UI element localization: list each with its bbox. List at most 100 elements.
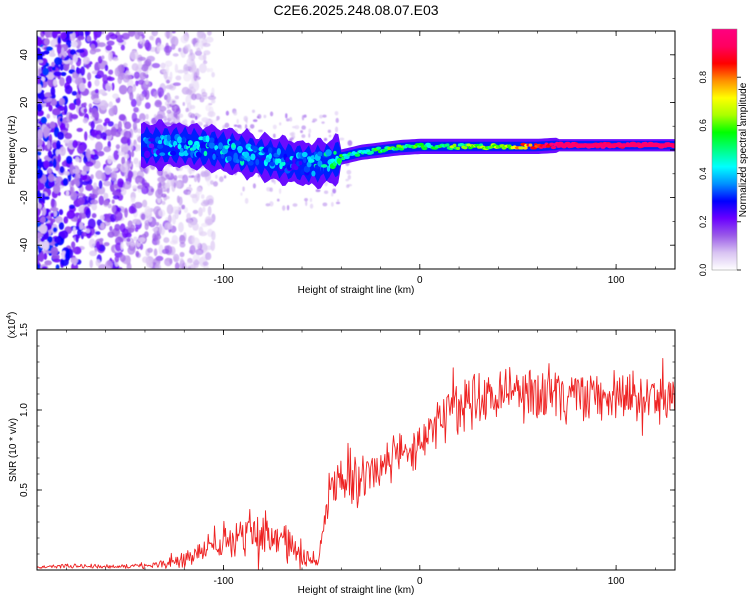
noise-cell bbox=[47, 167, 52, 174]
noise-cell bbox=[133, 201, 143, 209]
ridge-cell bbox=[417, 142, 425, 147]
noise-cell bbox=[72, 226, 76, 235]
noise-cell bbox=[125, 70, 131, 75]
noise-cell bbox=[59, 76, 65, 87]
noise-cell bbox=[161, 200, 166, 205]
noise-cell bbox=[182, 101, 186, 106]
noise-cell bbox=[58, 209, 64, 216]
spectrogram-x-axis-label: Height of straight line (km) bbox=[298, 285, 415, 296]
noise-cell bbox=[153, 248, 158, 257]
noise-cell bbox=[207, 110, 216, 118]
noise-cell bbox=[38, 158, 43, 169]
noise-cell bbox=[43, 240, 50, 251]
noise-cell bbox=[345, 178, 349, 182]
noise-cell bbox=[94, 89, 99, 94]
noise-cell bbox=[72, 54, 78, 63]
noise-cell bbox=[104, 64, 109, 72]
noise-cell bbox=[105, 34, 110, 41]
noise-cell bbox=[39, 224, 48, 234]
noise-cell bbox=[164, 31, 173, 39]
noise-cell bbox=[177, 69, 185, 74]
noise-cell bbox=[147, 247, 153, 253]
noise-cell bbox=[172, 53, 179, 57]
noise-cell bbox=[104, 165, 112, 175]
ridge-cell bbox=[212, 153, 216, 161]
ridge-cell bbox=[303, 157, 307, 164]
noise-cell bbox=[37, 168, 43, 179]
noise-cell bbox=[120, 163, 129, 173]
noise-cell bbox=[195, 248, 204, 256]
noise-cell bbox=[52, 157, 57, 169]
noise-cell bbox=[114, 223, 121, 232]
spectrogram-panel: -40 -20 0 20 40 -100 0 100 Height of straight … bbox=[7, 30, 676, 296]
ridge-cell bbox=[218, 142, 223, 150]
noise-cell bbox=[150, 188, 155, 193]
noise-cell bbox=[75, 31, 79, 37]
noise-cell bbox=[193, 259, 200, 269]
noise-cell bbox=[71, 241, 76, 249]
noise-cell bbox=[135, 163, 140, 168]
noise-cell bbox=[88, 238, 96, 249]
noise-cell bbox=[286, 118, 290, 122]
noise-cell bbox=[289, 137, 294, 141]
noise-cell bbox=[115, 144, 121, 150]
noise-cell bbox=[120, 142, 129, 153]
noise-cell bbox=[56, 140, 61, 150]
noise-cell bbox=[87, 218, 96, 229]
noise-cell bbox=[190, 193, 197, 199]
noise-cell bbox=[79, 173, 88, 181]
noise-cell bbox=[301, 125, 306, 130]
noise-cell bbox=[79, 221, 84, 230]
ridge-cell bbox=[306, 161, 312, 168]
noise-cell bbox=[70, 180, 75, 186]
noise-cell bbox=[97, 56, 103, 64]
noise-cell bbox=[171, 100, 176, 104]
ridge-cell bbox=[317, 160, 323, 167]
ridge-cell bbox=[456, 146, 461, 150]
noise-cell bbox=[127, 137, 131, 146]
spectrogram-y-axis-label: Frequency (Hz) bbox=[7, 116, 18, 185]
ridge-cell bbox=[320, 166, 324, 174]
ridge-cell bbox=[156, 149, 160, 156]
noise-cell bbox=[209, 67, 214, 73]
noise-cell bbox=[191, 64, 197, 74]
noise-cell bbox=[131, 207, 137, 214]
snr-multiplier-suffix: ) bbox=[7, 312, 18, 315]
noise-cell bbox=[88, 107, 93, 113]
ridge-cell bbox=[214, 137, 218, 144]
noise-cell bbox=[166, 187, 170, 194]
ridge-cell bbox=[280, 161, 286, 166]
ridge-cell bbox=[178, 151, 185, 157]
noise-cell bbox=[77, 35, 85, 41]
colorbar-tick-label: 0.2 bbox=[698, 216, 708, 229]
ridge-cell bbox=[421, 146, 428, 151]
noise-cell bbox=[173, 182, 177, 189]
noise-cell bbox=[82, 180, 90, 186]
noise-cell bbox=[96, 134, 101, 140]
noise-cell bbox=[46, 97, 53, 102]
noise-cell bbox=[323, 137, 328, 142]
noise-cell bbox=[63, 216, 69, 224]
noise-cell bbox=[103, 146, 111, 153]
noise-cell bbox=[37, 146, 43, 152]
noise-cell bbox=[200, 171, 210, 178]
ridge-cell bbox=[255, 158, 260, 166]
ridge-cell bbox=[269, 161, 275, 167]
ridge-cell bbox=[142, 146, 148, 152]
noise-cell bbox=[272, 124, 277, 130]
noise-cell bbox=[77, 192, 85, 197]
noise-cell bbox=[70, 40, 78, 48]
noise-cell bbox=[99, 214, 105, 221]
noise-cell bbox=[70, 114, 79, 120]
noise-cell bbox=[175, 75, 182, 81]
noise-cell bbox=[154, 262, 162, 269]
noise-cell bbox=[139, 36, 143, 44]
ridge-cell bbox=[320, 164, 328, 168]
ridge-cell bbox=[170, 150, 177, 156]
noise-cell bbox=[308, 133, 311, 138]
ridge-cell bbox=[194, 140, 200, 146]
noise-cell bbox=[163, 237, 170, 243]
noise-cell bbox=[121, 228, 129, 239]
noise-cell bbox=[174, 113, 178, 119]
noise-cell bbox=[50, 198, 55, 208]
